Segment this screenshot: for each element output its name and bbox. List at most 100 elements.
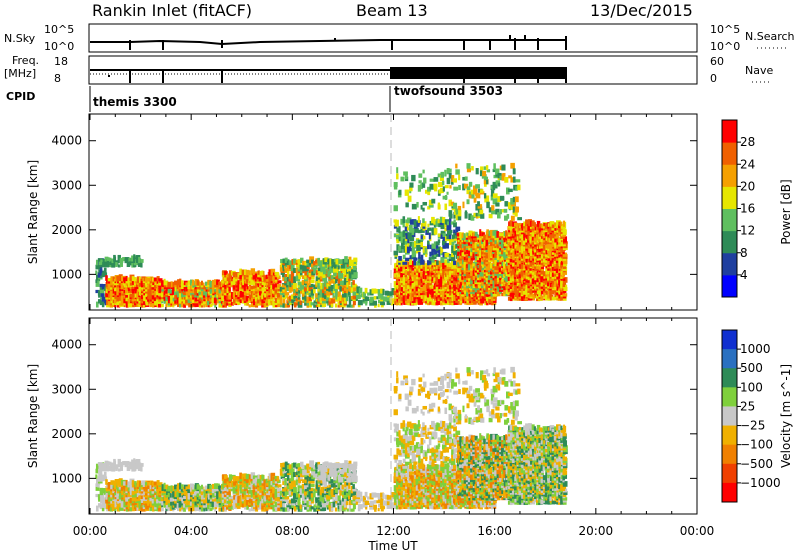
power-cell bbox=[455, 163, 458, 169]
velocity-cell bbox=[171, 505, 176, 510]
power-cell bbox=[501, 256, 506, 261]
power-cell bbox=[106, 261, 111, 266]
power-cell bbox=[402, 261, 408, 265]
power-cell bbox=[398, 281, 401, 286]
power-cell bbox=[142, 303, 147, 308]
power-cell bbox=[469, 249, 475, 256]
power-cell bbox=[407, 232, 410, 238]
power-cell bbox=[546, 249, 551, 253]
power-cell bbox=[301, 279, 305, 286]
power-cell bbox=[209, 294, 214, 298]
power-cell bbox=[194, 295, 198, 302]
power-cell bbox=[382, 302, 386, 306]
power-cell bbox=[422, 218, 425, 223]
power-cell bbox=[411, 247, 415, 254]
power-cell bbox=[468, 181, 473, 187]
power-cell bbox=[466, 163, 471, 169]
power-cell bbox=[467, 258, 472, 262]
power-cell bbox=[562, 227, 566, 231]
power-cell bbox=[409, 294, 412, 300]
power-cell bbox=[396, 244, 400, 251]
velocity-cell bbox=[165, 493, 170, 500]
power-cell bbox=[477, 204, 483, 209]
power-cell bbox=[485, 261, 491, 267]
power-cell bbox=[518, 236, 524, 241]
power-cell bbox=[529, 288, 535, 293]
power-cell bbox=[496, 264, 501, 271]
power-cell bbox=[120, 283, 126, 290]
power-cell bbox=[138, 276, 142, 283]
power-cell bbox=[563, 277, 566, 281]
velocity-cell bbox=[163, 502, 167, 508]
power-cell bbox=[360, 293, 363, 298]
power-cell bbox=[413, 275, 418, 282]
power-cell bbox=[268, 275, 271, 280]
power-cell bbox=[406, 295, 410, 299]
power-cell bbox=[350, 304, 354, 308]
power-cell bbox=[453, 273, 457, 278]
power-cell bbox=[477, 206, 483, 213]
power-cell bbox=[127, 298, 132, 304]
power-cell bbox=[402, 230, 407, 235]
power-cell bbox=[333, 263, 337, 269]
power-cell bbox=[490, 285, 495, 289]
power-cell bbox=[415, 250, 421, 254]
power-cell bbox=[558, 221, 562, 227]
freq-spikes bbox=[129, 70, 567, 83]
power-cell bbox=[344, 261, 348, 269]
power-cell bbox=[400, 218, 405, 225]
power-cell bbox=[509, 293, 514, 297]
power-cell bbox=[556, 261, 560, 267]
power-cell bbox=[138, 286, 143, 290]
power-cell bbox=[284, 287, 287, 294]
power-cell bbox=[290, 271, 295, 278]
power-cell bbox=[135, 255, 141, 262]
power-cell bbox=[352, 291, 356, 296]
power-cell bbox=[112, 276, 117, 282]
power-cell bbox=[129, 303, 133, 308]
power-cell bbox=[356, 286, 361, 294]
power-cell bbox=[538, 231, 542, 237]
power-cell bbox=[507, 259, 510, 263]
power-cell bbox=[444, 266, 447, 271]
power-cell bbox=[464, 295, 467, 300]
power-cell bbox=[276, 293, 280, 298]
freq-block bbox=[390, 67, 567, 79]
power-cell bbox=[332, 292, 335, 298]
power-cell bbox=[532, 261, 536, 265]
velocity-cell bbox=[142, 507, 147, 512]
power-cell bbox=[218, 297, 222, 302]
power-cell bbox=[389, 291, 392, 296]
power-cell bbox=[297, 277, 300, 282]
power-cell bbox=[149, 303, 153, 308]
power-cell bbox=[322, 271, 326, 279]
power-cell bbox=[373, 296, 377, 300]
power-cell bbox=[413, 282, 418, 287]
power-cell bbox=[396, 227, 399, 233]
power-cell bbox=[308, 279, 311, 286]
power-cell bbox=[404, 285, 410, 290]
power-cell bbox=[393, 205, 398, 212]
power-cell bbox=[193, 287, 197, 292]
velocity-cell bbox=[125, 505, 129, 510]
power-cell bbox=[554, 275, 558, 279]
velocity-cell bbox=[158, 490, 162, 494]
power-cell bbox=[181, 286, 186, 292]
power-cell bbox=[279, 296, 283, 304]
power-cell bbox=[221, 296, 227, 302]
power-cell bbox=[431, 261, 436, 266]
power-cell bbox=[126, 261, 131, 268]
power-cell bbox=[476, 242, 481, 247]
power-cell bbox=[190, 279, 194, 286]
power-cell bbox=[221, 286, 226, 294]
power-cell bbox=[406, 290, 410, 294]
power-cell bbox=[144, 278, 148, 282]
power-cell bbox=[492, 198, 498, 205]
power-cell bbox=[509, 296, 513, 302]
power-cell bbox=[558, 273, 561, 279]
power-cell bbox=[411, 231, 415, 236]
velocity-cell bbox=[165, 497, 169, 501]
power-cell bbox=[241, 269, 246, 276]
power-cell bbox=[386, 296, 390, 302]
power-cell bbox=[553, 273, 558, 277]
